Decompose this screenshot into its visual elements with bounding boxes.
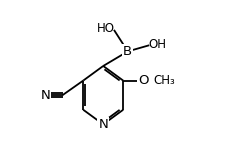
Text: O: O: [138, 74, 148, 87]
Text: N: N: [40, 89, 50, 102]
Text: HO: HO: [97, 22, 115, 35]
Text: OH: OH: [149, 38, 167, 51]
Text: B: B: [123, 45, 132, 58]
Text: CH₃: CH₃: [153, 74, 175, 87]
Text: N: N: [98, 118, 108, 131]
